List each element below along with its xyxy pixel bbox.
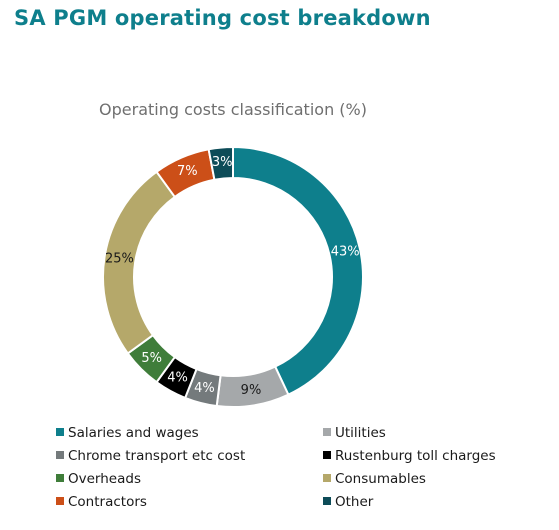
slice-label-overheads: 5%: [141, 351, 162, 366]
legend-item-other: Other: [323, 494, 374, 510]
slice-other: [207, 145, 234, 181]
legend-swatch-salaries-and-wages: [56, 428, 64, 436]
legend-item-consumables: Consumables: [323, 471, 426, 487]
page-title: SA PGM operating cost breakdown: [14, 6, 431, 30]
legend-swatch-utilities: [323, 428, 331, 436]
legend-swatch-overheads: [56, 474, 64, 482]
donut-slices: [102, 145, 364, 408]
chart-legend: Salaries and wages Utilities Chrome transp…: [56, 425, 496, 510]
legend-item-contractors: Contractors: [56, 494, 147, 510]
legend-swatch-rustenburg-toll-charges: [323, 451, 331, 459]
slice-label-consumables: 25%: [105, 252, 134, 267]
legend-label-salaries-and-wages: Salaries and wages: [68, 425, 199, 441]
slice-label-chrome-transport-etc-cost: 4%: [194, 381, 215, 396]
slice-label-rustenburg-toll-charges: 4%: [167, 370, 188, 385]
legend-label-other: Other: [335, 494, 374, 510]
legend-item-utilities: Utilities: [323, 425, 386, 441]
slice-labels: 43% 9% 4% 4% 5% 25% 7% 3%: [105, 155, 360, 398]
legend-label-utilities: Utilities: [335, 425, 386, 441]
slice-label-contractors: 7%: [177, 164, 198, 179]
slice-label-salaries-and-wages: 43%: [331, 244, 360, 259]
slice-label-utilities: 9%: [241, 383, 262, 398]
legend-swatch-other: [323, 497, 331, 505]
legend-label-consumables: Consumables: [335, 471, 426, 487]
legend-swatch-contractors: [56, 497, 64, 505]
legend-swatch-consumables: [323, 474, 331, 482]
legend-label-rustenburg-toll-charges: Rustenburg toll charges: [335, 448, 496, 464]
legend-item-chrome-transport-etc-cost: Chrome transport etc cost: [56, 448, 245, 464]
legend-label-contractors: Contractors: [68, 494, 147, 510]
legend-item-salaries-and-wages: Salaries and wages: [56, 425, 199, 441]
chart-title: Operating costs classification (%): [99, 100, 367, 119]
legend-item-overheads: Overheads: [56, 471, 141, 487]
slice-label-other: 3%: [212, 155, 233, 170]
legend-item-rustenburg-toll-charges: Rustenburg toll charges: [323, 448, 496, 464]
slice-salaries-and-wages: [232, 145, 364, 396]
legend-label-overheads: Overheads: [68, 471, 141, 487]
legend-label-chrome-transport-etc-cost: Chrome transport etc cost: [68, 448, 245, 464]
legend-swatch-chrome-transport-etc-cost: [56, 451, 64, 459]
